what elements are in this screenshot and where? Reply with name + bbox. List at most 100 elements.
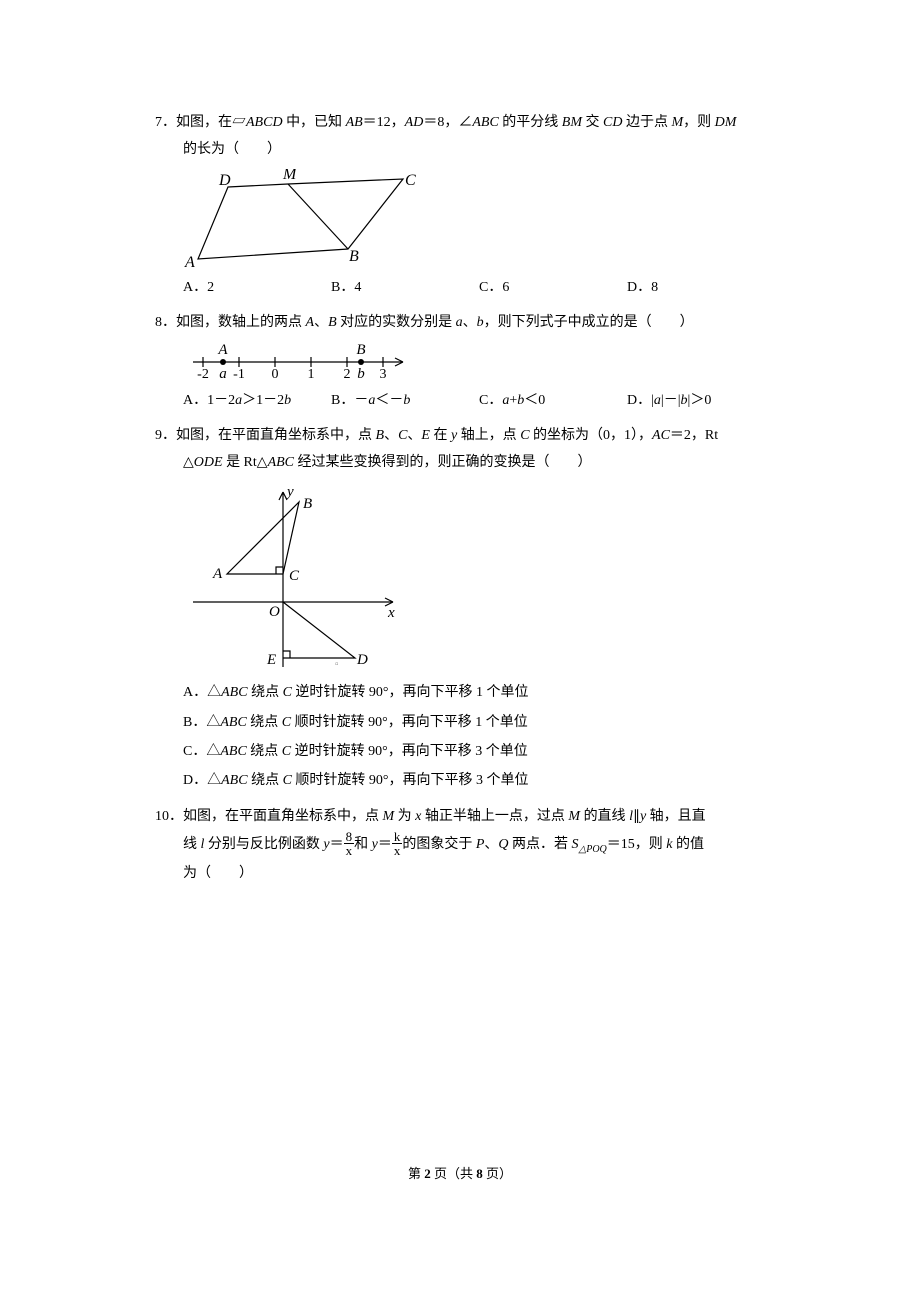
f2n: k [392,830,403,844]
svg-text:1: 1 [308,367,315,382]
q7-t3: 的平分线 [499,115,562,130]
watermark-icon: ▫ [335,655,339,674]
q8-stem: 8．如图，数轴上的两点 A、B 对应的实数分别是 a、b，则下列式子中成立的是（… [155,310,775,337]
q8d1: D．| [627,393,654,408]
q7-dm: DM [715,115,737,130]
q9ar: 逆时针旋转 90°，再向下平移 1 个单位 [292,685,529,700]
q10t3: 轴正半轴上一点，过点 [421,809,568,824]
q8-t3: ，则下列式子中成立的是（ ） [484,315,694,330]
q10M: M [383,809,395,824]
q9cm: 绕点 [247,744,282,759]
q9C2: C [520,428,529,443]
q8-opt-c: C．a+b＜0 [479,388,627,415]
q10l2c: 的图象交于 [402,837,476,852]
q7-ad: AD [405,115,424,130]
svg-text:B: B [303,496,312,512]
svg-text:-2: -2 [197,367,209,382]
q7-opt-d: D．8 [627,275,775,302]
q9ODE: ODE [194,455,223,470]
q10-stem: 10．如图，在平面直角坐标系中，点 M 为 x 轴正半轴上一点，过点 M 的直线… [155,804,775,831]
q10t1: 如图，在平面直角坐标系中，点 [183,809,383,824]
q7-abcd: ABCD [246,115,283,130]
fraction-k-x: kx [392,830,403,857]
q8-num: 8． [155,315,176,330]
f1n: 8 [344,830,355,844]
svg-text:0: 0 [272,367,279,382]
q9E: E [421,428,430,443]
q9babc: ABC [220,715,246,730]
page-footer: 第 2 页（共 8 页） [0,1162,920,1187]
question-7: 7．如图，在▱ABCD 中，已知 AB＝12，AD＝8，∠ABC 的平分线 BM… [155,110,775,302]
q7-eq2: ＝8，∠ [423,115,472,130]
q9-stem-2: △ODE 是 Rt△ABC 经过某些变换得到的，则正确的变换是（ ） [155,450,775,477]
q9l2b: 是 Rt△ [223,455,268,470]
ft-b: 页（共 [431,1166,477,1181]
q8b1: B．－ [331,393,368,408]
q8d3: |－| [661,393,681,408]
svg-text:-1: -1 [233,367,245,382]
q7-ab: AB [346,115,363,130]
svg-text:C: C [289,568,300,584]
q9l2c: 经过某些变换得到的，则正确的变换是（ ） [294,455,592,470]
q8-numberline: -2 -1 0 1 2 3 A a B b [183,342,423,382]
q8d2: a [654,393,661,408]
q9-opt-d: D．△ABC 绕点 C 顺时针旋转 90°，再向下平移 3 个单位 [183,766,775,795]
q7-figure: D M C A B [183,169,423,269]
q10s: 、 [484,837,498,852]
svg-text:D: D [218,172,231,189]
q8-a: a [456,315,463,330]
q7-stem-2: 的长为（ ） [155,137,775,164]
svg-text:x: x [387,605,395,621]
q9cl: C．△ [183,744,220,759]
q9t2: 在 [430,428,451,443]
svg-text:O: O [269,604,280,620]
f1d: x [344,844,355,857]
question-10: 10．如图，在平面直角坐标系中，点 M 为 x 轴正半轴上一点，过点 M 的直线… [155,804,775,888]
f2d: x [392,844,403,857]
q8b3: ＜－ [375,393,403,408]
svg-text:C: C [405,172,416,189]
svg-text:a: a [219,366,227,382]
q8a4: b [284,393,291,408]
q9-num: 9． [155,428,176,443]
q9dabc: ABC [221,773,247,788]
q7-abc: ABC [472,115,498,130]
svg-text:E: E [266,652,276,668]
q7-t2: 中，已知 [283,115,346,130]
q9-stem: 9．如图，在平面直角坐标系中，点 B、C、E 在 y 轴上，点 C 的坐标为（0… [155,423,775,450]
q8c4: ＜0 [524,393,545,408]
q9eq: ＝2，Rt [670,428,718,443]
q9dc: C [283,773,292,788]
svg-text:D: D [356,652,368,668]
q8-A: A [306,315,315,330]
q7-stem: 7．如图，在▱ABCD 中，已知 AB＝12，AD＝8，∠ABC 的平分线 BM… [155,110,775,137]
q8-opt-b: B．－a＜－b [331,388,479,415]
q10l2b: 分别与反比例函数 [204,837,323,852]
q9am: 绕点 [248,685,283,700]
svg-text:A: A [217,342,228,358]
q9-opt-b: B．△ABC 绕点 C 顺时针旋转 90°，再向下平移 1 个单位 [183,708,775,737]
q7-bm: BM [562,115,582,130]
q9aabc: ABC [221,685,247,700]
q7-t5: 边于点 [622,115,671,130]
svg-text:A: A [184,254,195,269]
q10eq2: ＝ [378,837,392,852]
q9cr: 逆时针旋转 90°，再向下平移 3 个单位 [291,744,528,759]
q10eq1: ＝ [330,837,344,852]
q10-stem-2: 线 l 分别与反比例函数 y＝8x和 y＝kx的图象交于 P、Q 两点．若 S△… [155,830,775,861]
q8-opt-d: D．|a|－|b|＞0 [627,388,775,415]
svg-text:B: B [349,248,359,265]
q9t3: 轴上，点 [457,428,520,443]
q10t4: 的直线 [580,809,629,824]
question-8: 8．如图，数轴上的两点 A、B 对应的实数分别是 a、b，则下列式子中成立的是（… [155,310,775,415]
q9s1: 、 [384,428,398,443]
q9al: A．△ [183,685,221,700]
q10M2: M [568,809,580,824]
q7-opt-b: B．4 [331,275,479,302]
q9dm: 绕点 [248,773,283,788]
q10S: S [572,837,579,852]
q10l2d: 两点．若 [509,837,572,852]
q8a3: ＞1－2 [242,393,284,408]
svg-text:2: 2 [344,367,351,382]
q7-opt-a: A．2 [183,275,331,302]
